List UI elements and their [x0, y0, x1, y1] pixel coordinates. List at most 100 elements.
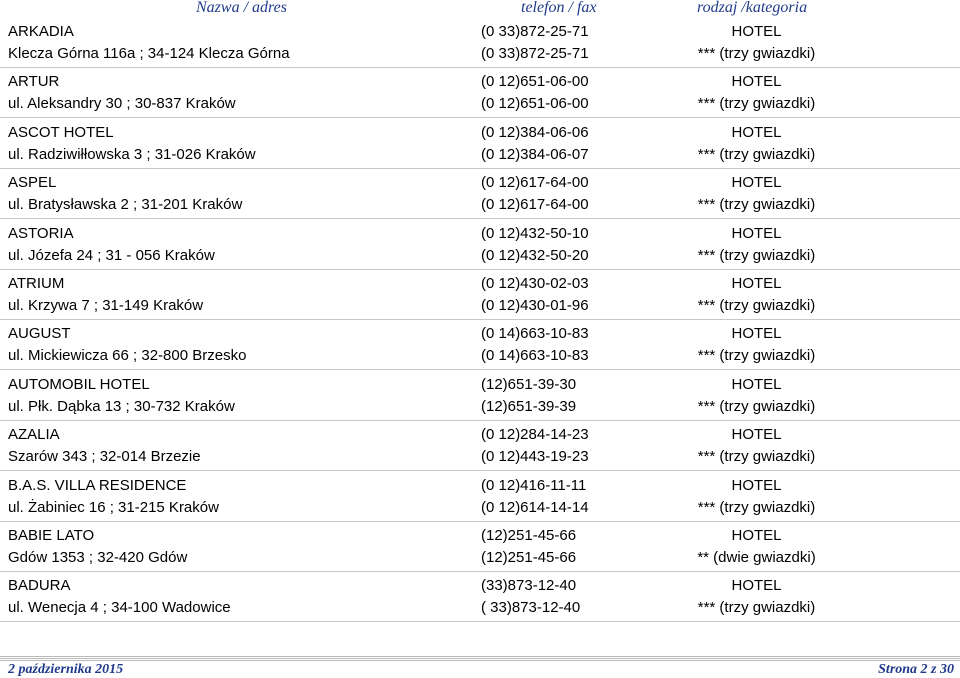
hotel-type: HOTEL — [731, 375, 782, 393]
hotel-category: *** (trzy gwiazdki) — [697, 397, 816, 415]
hotel-phone: (0 12)651-06-00 — [481, 73, 589, 91]
hotel-category: *** (trzy gwiazdki) — [697, 196, 816, 214]
hotel-address: ul. Bratysławska 2 ; 31-201 Kraków — [8, 196, 243, 214]
record-line-2: Klecza Górna 116a ; 34-124 Klecza Górna (… — [0, 43, 960, 65]
record-line-2: ul. Płk. Dąbka 13 ; 30-732 Kraków (12)651… — [0, 396, 960, 418]
record-divider — [0, 419, 960, 421]
record-line-2: ul. Bratysławska 2 ; 31-201 Kraków (0 12)… — [0, 194, 960, 216]
hotel-type: HOTEL — [731, 224, 782, 242]
hotel-address: ul. Płk. Dąbka 13 ; 30-732 Kraków — [8, 397, 235, 415]
hotel-name: BABIE LATO — [8, 526, 95, 544]
record-divider — [0, 67, 960, 68]
hotel-type: HOTEL — [731, 476, 782, 494]
hotel-category: ** (dwie gwiazdki) — [697, 548, 816, 566]
header-type-category: rodzaj /kategoria — [697, 0, 808, 16]
footer-rule — [0, 656, 960, 661]
hotel-name: ARTUR — [8, 73, 60, 91]
record-divider — [0, 167, 960, 169]
record-divider — [0, 369, 960, 371]
hotel-name: ARKADIA — [8, 23, 74, 40]
record-divider — [0, 318, 960, 320]
hotel-record: AZALIA (0 12)284-14-23 HOTEL Szarów 343 ; 3… — [0, 424, 960, 474]
record-line-1: BADURA (33)873-12-40 HOTEL — [0, 575, 960, 597]
hotel-type: HOTEL — [731, 526, 782, 544]
hotel-phone: (0 12)432-50-10 — [481, 224, 589, 242]
record-line-2: Szarów 343 ; 32-014 Brzezie (0 12)443-19-… — [0, 446, 960, 468]
hotel-record: AUTOMOBIL HOTEL (12)651-39-30 HOTEL ul. Płk… — [0, 374, 960, 424]
hotel-type: HOTEL — [731, 73, 782, 91]
hotel-address: ul. Mickiewicza 66 ; 32-800 Brzesko — [8, 347, 247, 365]
hotel-fax: (0 12)384-06-07 — [481, 145, 589, 163]
hotel-address: Szarów 343 ; 32-014 Brzezie — [8, 448, 201, 466]
record-line-2: ul. Aleksandry 30 ; 30-837 Kraków (0 12)6… — [0, 93, 960, 115]
hotel-address: ul. Radziwiłłowska 3 ; 31-026 Kraków — [8, 145, 256, 163]
record-divider — [0, 570, 960, 572]
hotel-fax: (12)251-45-66 — [481, 548, 577, 566]
hotel-record: ASTORIA (0 12)432-50-10 HOTEL ul. Józefa 24… — [0, 223, 960, 273]
hotel-name: ASPEL — [8, 174, 57, 192]
hotel-phone: (0 12)430-02-03 — [481, 274, 589, 292]
hotel-address: Gdów 1353 ; 32-420 Gdów — [8, 548, 188, 566]
hotel-fax: (12)651-39-39 — [481, 397, 577, 415]
hotel-phone: (0 14)663-10-83 — [481, 325, 589, 343]
hotel-record: ASPEL (0 12)617-64-00 HOTEL ul. Bratysławsk… — [0, 172, 960, 222]
hotel-category: *** (trzy gwiazdki) — [697, 599, 816, 617]
hotel-type: HOTEL — [731, 325, 782, 343]
hotel-category: *** (trzy gwiazdki) — [697, 448, 816, 466]
record-line-1: AZALIA (0 12)284-14-23 HOTEL — [0, 424, 960, 446]
hotel-fax: (0 12)443-19-23 — [481, 448, 589, 466]
record-line-2: ul. Krzywa 7 ; 31-149 Kraków (0 12)430-01… — [0, 295, 960, 317]
hotel-record: ATRIUM (0 12)430-02-03 HOTEL ul. Krzywa 7 ;… — [0, 273, 960, 323]
column-header: Nazwa / adres telefon / fax rodzaj /kate… — [0, 0, 960, 17]
hotel-record: B.A.S. VILLA RESIDENCE (0 12)416-11-11 HOT… — [0, 475, 960, 525]
hotel-phone: (0 33)872-25-71 — [481, 23, 589, 40]
hotel-type: HOTEL — [731, 274, 782, 292]
record-divider — [0, 268, 960, 270]
record-line-1: AUGUST (0 14)663-10-83 HOTEL — [0, 323, 960, 345]
hotel-phone: (33)873-12-40 — [481, 577, 577, 595]
record-line-2: ul. Mickiewicza 66 ; 32-800 Brzesko (0 14… — [0, 345, 960, 367]
hotel-category: *** (trzy gwiazdki) — [697, 296, 816, 314]
hotel-address: ul. Józefa 24 ; 31 - 056 Kraków — [8, 246, 215, 264]
footer-page-number: Strona 2 z 30 — [878, 662, 954, 677]
record-line-1: BABIE LATO (12)251-45-66 HOTEL — [0, 525, 960, 547]
hotel-phone: (0 12)617-64-00 — [481, 174, 589, 192]
hotel-category: *** (trzy gwiazdki) — [697, 45, 816, 62]
record-line-1: ASCOT HOTEL (0 12)384-06-06 HOTEL — [0, 122, 960, 144]
record-divider — [0, 621, 960, 623]
hotel-fax: ( 33)873-12-40 — [481, 599, 581, 617]
hotel-address: Klecza Górna 116a ; 34-124 Klecza Górna — [8, 45, 290, 62]
record-line-2: ul. Żabiniec 16 ; 31-215 Kraków (0 12)614… — [0, 497, 960, 519]
record-line-2: ul. Józefa 24 ; 31 - 056 Kraków (0 12)432… — [0, 245, 960, 267]
hotel-fax: (0 12)430-01-96 — [481, 296, 589, 314]
hotel-name: AUTOMOBIL HOTEL — [8, 375, 150, 393]
hotel-record: ASCOT HOTEL (0 12)384-06-06 HOTEL ul. Radzi… — [0, 122, 960, 172]
footer-date: 2 października 2015 — [8, 662, 124, 677]
record-line-1: ATRIUM (0 12)430-02-03 HOTEL — [0, 273, 960, 295]
hotel-category: *** (trzy gwiazdki) — [697, 145, 816, 163]
hotel-type: HOTEL — [731, 123, 782, 141]
hotel-address: ul. Krzywa 7 ; 31-149 Kraków — [8, 296, 204, 314]
hotel-type: HOTEL — [731, 426, 782, 444]
hotel-fax: (0 14)663-10-83 — [481, 347, 589, 365]
record-line-1: ASTORIA (0 12)432-50-10 HOTEL — [0, 223, 960, 245]
hotel-fax: (0 33)872-25-71 — [481, 45, 589, 62]
hotel-address: ul. Wenecja 4 ; 34-100 Wadowice — [8, 599, 231, 617]
hotel-type: HOTEL — [731, 174, 782, 192]
record-divider — [0, 218, 960, 220]
hotel-address: ul. Aleksandry 30 ; 30-837 Kraków — [8, 95, 236, 113]
hotel-record: ARKADIA (0 33)872-25-71 HOTEL Klecza Górna … — [0, 21, 960, 71]
record-line-1: ARTUR (0 12)651-06-00 HOTEL — [0, 71, 960, 93]
record-line-1: ASPEL (0 12)617-64-00 HOTEL — [0, 172, 960, 194]
hotel-phone: (12)251-45-66 — [481, 526, 577, 544]
hotel-record: BADURA (33)873-12-40 HOTEL ul. Wenecja 4 ; … — [0, 575, 960, 625]
hotel-fax: (0 12)614-14-14 — [481, 498, 589, 516]
hotel-category: *** (trzy gwiazdki) — [697, 347, 816, 365]
hotel-name: AZALIA — [8, 426, 60, 444]
hotel-fax: (0 12)651-06-00 — [481, 95, 589, 113]
hotel-phone: (0 12)384-06-06 — [481, 123, 589, 141]
hotel-type: HOTEL — [731, 23, 782, 40]
record-line-1: ARKADIA (0 33)872-25-71 HOTEL — [0, 21, 960, 43]
hotel-phone: (0 12)416-11-11 — [481, 476, 587, 494]
hotel-type: HOTEL — [731, 577, 782, 595]
